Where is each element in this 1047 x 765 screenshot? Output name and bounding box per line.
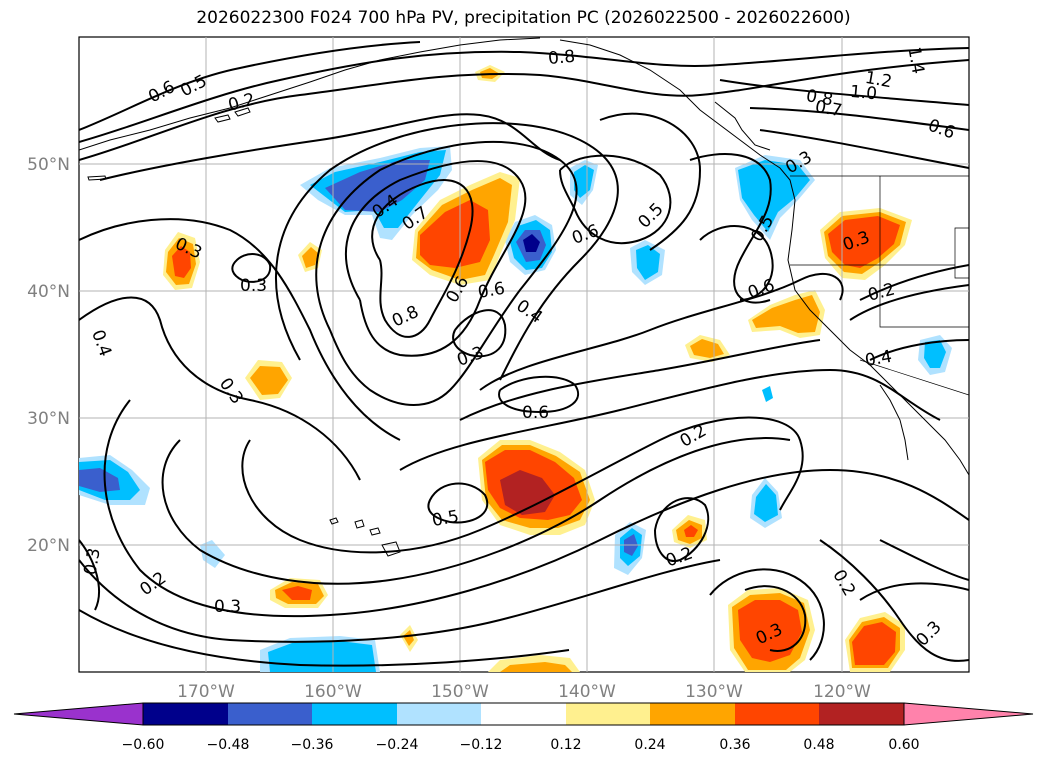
precip-neg-area (924, 340, 946, 368)
lon-label: 130°W (685, 682, 743, 702)
colorbar: −0.60 −0.48 −0.36 −0.24 −0.12 0.12 0.24 … (13, 702, 1034, 753)
lon-label: 150°W (431, 682, 489, 702)
colorbar-tick-label: −0.48 (207, 737, 250, 753)
precip-pos-area (172, 246, 191, 278)
contour-label: 0.4 (863, 347, 893, 371)
lat-label: 20°N (27, 536, 70, 556)
precip-neg-area (523, 234, 540, 252)
colorbar-tick-label: −0.36 (291, 737, 334, 753)
precip-pos-area (690, 339, 724, 358)
precip-pos-area (403, 630, 414, 646)
colorbar-cell (143, 703, 228, 725)
contour-label: 0.7 (813, 97, 843, 121)
lon-label: 160°W (304, 682, 362, 702)
precip-pos-area (752, 295, 820, 333)
lon-label: 140°W (558, 682, 616, 702)
colorbar-cell (735, 703, 819, 725)
precip-pos-area (302, 247, 318, 268)
contour-label: 0.6 (522, 403, 549, 423)
precip-neg-area (79, 468, 120, 492)
colorbar-extend-max (903, 702, 1034, 726)
precip-neg-area (325, 160, 430, 212)
lat-label: 30°N (27, 409, 70, 429)
contour-label: 0.6 (476, 279, 506, 303)
precip-pos-area (500, 662, 572, 672)
contour-label: 1.0 (849, 82, 878, 104)
precip-pos-area (684, 525, 698, 537)
colorbar-cell (566, 703, 650, 725)
contour-label: 0.5 (430, 507, 460, 531)
precip-neg-area (574, 165, 594, 198)
contour-label: 0.8 (804, 86, 834, 110)
colorbar-tick-label: 0.12 (550, 737, 581, 753)
precip-pos-area (250, 366, 288, 395)
colorbar-cell (228, 703, 312, 725)
precip-pos-area (500, 470, 555, 515)
precip-pos-area (852, 622, 896, 665)
contour-label: 0.3 (240, 276, 267, 296)
contour-label: 0.8 (547, 47, 576, 69)
pv-contours (79, 41, 969, 667)
precip-neg-area (738, 160, 810, 232)
colorbar-tick-label: 0.36 (719, 737, 750, 753)
colorbar-tick-label: 0.60 (888, 737, 919, 753)
colorbar-tick-label: 0.48 (803, 737, 834, 753)
lon-label: 170°W (177, 682, 235, 702)
colorbar-cell (481, 703, 566, 725)
graticule (79, 37, 969, 672)
colorbar-cell (312, 703, 397, 725)
colorbar-tick-label: −0.24 (376, 737, 419, 753)
map-title: 2026022300 F024 700 hPa PV, precipitatio… (196, 8, 851, 28)
lon-label: 120°W (813, 682, 871, 702)
colorbar-extend-min (13, 702, 144, 726)
precip-neg-area (636, 245, 660, 280)
latitude-labels: 50°N 40°N 30°N 20°N (27, 155, 70, 556)
precip-shading (79, 65, 952, 672)
map-frame (78, 36, 970, 673)
colorbar-cell (397, 703, 481, 725)
lat-label: 50°N (27, 155, 70, 175)
lat-label: 40°N (27, 282, 70, 302)
colorbar-cell (650, 703, 735, 725)
coastlines (79, 37, 969, 557)
contour-label: 1.4 (903, 45, 927, 75)
contour-label: 0.3 (214, 597, 241, 617)
contour-label: 0.3 (80, 546, 104, 576)
precip-pos-area (282, 586, 312, 600)
precip-pos-area (828, 216, 900, 268)
precip-pos-area (738, 600, 802, 662)
colorbar-tick-label: 0.24 (634, 737, 665, 753)
colorbar-cell (819, 703, 904, 725)
longitude-labels: 170°W 160°W 150°W 140°W 130°W 120°W (177, 682, 871, 702)
precip-neg-area (754, 484, 778, 522)
contour-label: 1.2 (863, 68, 893, 92)
colorbar-tick-label: −0.12 (460, 737, 503, 753)
precip-neg-area (762, 386, 773, 402)
colorbar-tick-label: −0.60 (122, 737, 165, 753)
